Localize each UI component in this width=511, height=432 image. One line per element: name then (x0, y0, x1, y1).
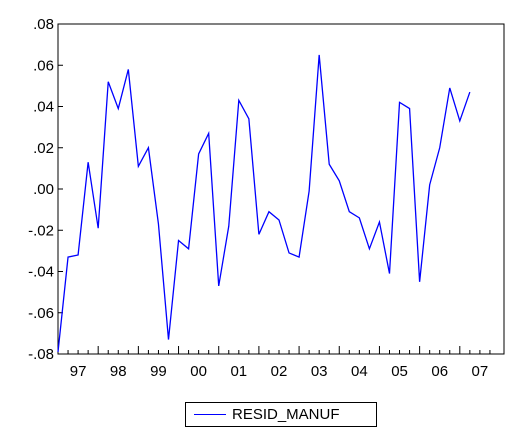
x-tick-label: 98 (110, 363, 127, 380)
y-tick-label: -.08 (28, 346, 54, 363)
y-tick-label: -.06 (28, 305, 54, 322)
series-line-resid-manuf (57, 54, 471, 353)
x-tick-label: 05 (391, 363, 408, 380)
y-tick-label: -.02 (28, 222, 54, 239)
x-tick-label: 04 (351, 363, 368, 380)
x-tick-label: 97 (70, 363, 87, 380)
y-tick-label: .02 (33, 140, 54, 157)
x-tick-label: 07 (472, 363, 489, 380)
x-tick-label: 03 (311, 363, 328, 380)
x-tick-label: 00 (190, 363, 207, 380)
y-tick-label: -.04 (28, 264, 54, 281)
plot-frame (57, 23, 505, 355)
chart: .08 .06 .04 .02 .00 -.02 -.04 -.06 -.08 97 98 99 00… (28, 16, 505, 380)
legend-label: RESID_MANUF (232, 406, 340, 423)
x-tick-label: 99 (150, 363, 167, 380)
y-tick-label: .06 (33, 57, 54, 74)
x-axis: 97 98 99 00 01 02 03 04 05 06 07 (57, 346, 491, 380)
y-axis: .08 .06 .04 .02 .00 -.02 -.04 -.06 -.08 (28, 16, 63, 363)
y-tick-label: .04 (33, 99, 54, 116)
x-tick-label: 06 (431, 363, 448, 380)
x-tick-label: 02 (271, 363, 288, 380)
legend-swatch (194, 414, 226, 415)
y-tick-label: .08 (33, 16, 54, 33)
x-tick-label: 01 (230, 363, 247, 380)
legend: RESID_MANUF (185, 402, 377, 427)
y-tick-label: .00 (33, 181, 54, 198)
